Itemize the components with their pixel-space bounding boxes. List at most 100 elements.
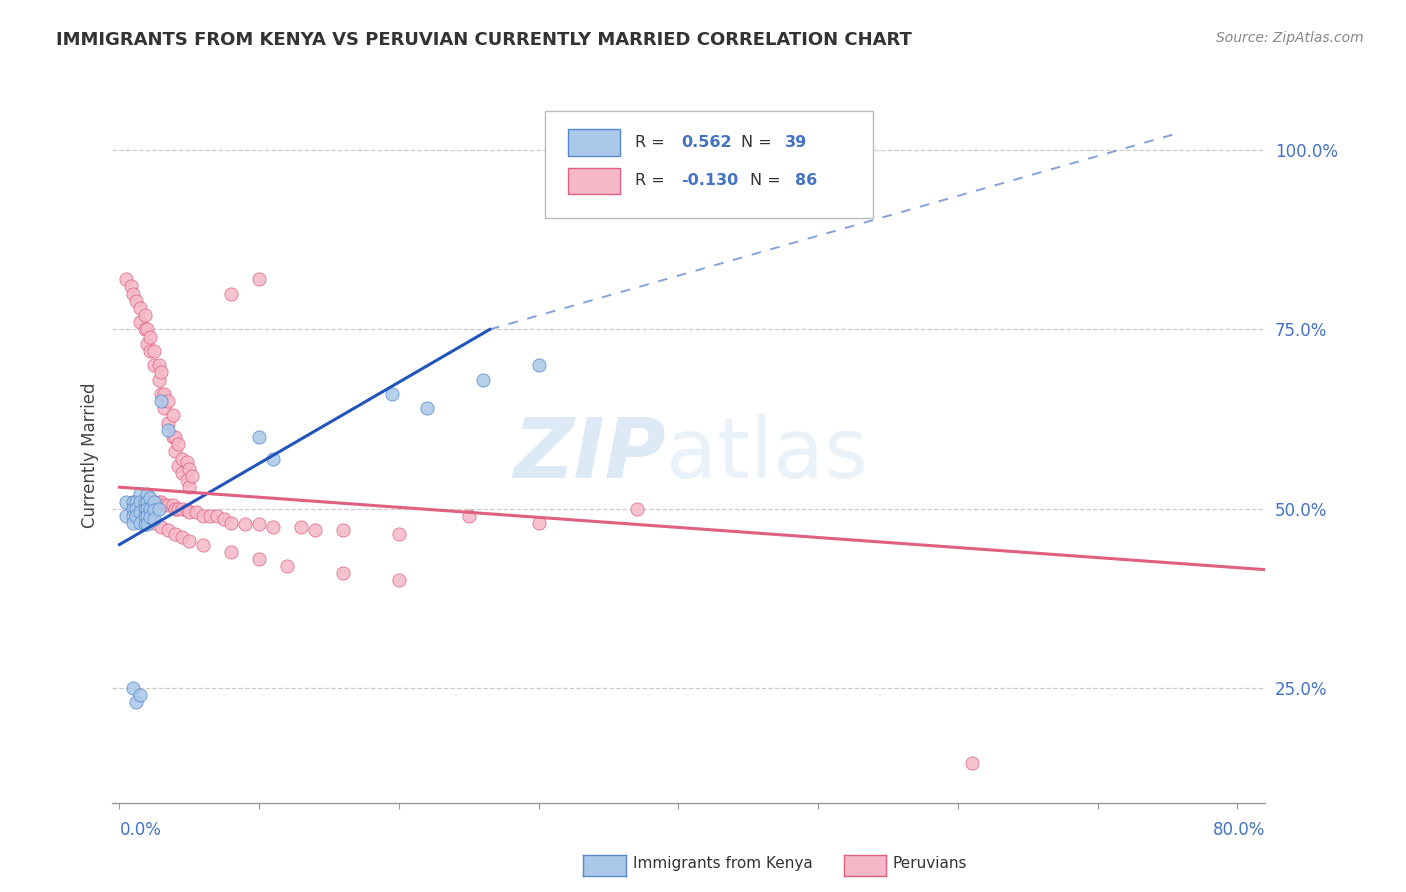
Point xyxy=(148,494,170,508)
Point xyxy=(247,430,270,444)
Point xyxy=(167,458,190,473)
Point xyxy=(172,451,194,466)
Point xyxy=(125,501,148,516)
Point xyxy=(129,516,152,530)
Point xyxy=(527,358,550,372)
Point xyxy=(179,505,201,519)
Point xyxy=(134,494,156,508)
Text: Source: ZipAtlas.com: Source: ZipAtlas.com xyxy=(1216,31,1364,45)
Point xyxy=(162,409,184,423)
Point xyxy=(172,466,194,480)
Point xyxy=(262,451,284,466)
Point xyxy=(129,494,152,508)
Text: N =: N = xyxy=(749,173,786,188)
Point xyxy=(125,494,148,508)
Text: ZIP: ZIP xyxy=(513,415,666,495)
Point xyxy=(304,523,326,537)
Text: atlas: atlas xyxy=(666,415,868,495)
Text: 0.562: 0.562 xyxy=(681,135,731,150)
Point xyxy=(136,487,159,501)
Point xyxy=(143,358,166,372)
Point xyxy=(388,526,411,541)
Point xyxy=(139,494,162,508)
Point xyxy=(122,494,145,508)
Point xyxy=(122,501,145,516)
Point xyxy=(162,498,184,512)
Point xyxy=(143,343,166,358)
Point xyxy=(165,526,187,541)
Point xyxy=(193,508,215,523)
Point xyxy=(139,343,162,358)
Point xyxy=(134,517,156,532)
Point xyxy=(148,358,170,372)
Point xyxy=(233,517,256,532)
Point xyxy=(960,756,983,771)
Point xyxy=(181,469,204,483)
Point xyxy=(157,394,180,409)
Point xyxy=(157,498,180,512)
Point xyxy=(193,538,215,552)
Point xyxy=(179,533,201,548)
Point xyxy=(139,510,162,524)
Point xyxy=(129,301,152,315)
Point xyxy=(157,416,180,430)
Point xyxy=(136,336,159,351)
Y-axis label: Currently Married: Currently Married xyxy=(80,382,98,528)
Text: 39: 39 xyxy=(785,135,807,150)
Point xyxy=(381,387,404,401)
Point xyxy=(247,272,270,286)
Text: 80.0%: 80.0% xyxy=(1213,821,1265,838)
Point xyxy=(120,279,142,293)
Text: R =: R = xyxy=(634,173,669,188)
Point xyxy=(150,394,173,409)
Point xyxy=(219,286,242,301)
Point xyxy=(214,512,236,526)
Point xyxy=(165,430,187,444)
Point xyxy=(125,695,148,709)
Point xyxy=(165,444,187,458)
Point xyxy=(219,516,242,530)
Point xyxy=(207,508,229,523)
Point xyxy=(122,681,145,695)
Point xyxy=(157,423,180,437)
Point xyxy=(115,508,138,523)
Point xyxy=(176,455,198,469)
Point xyxy=(162,430,184,444)
Point xyxy=(172,530,194,544)
Point xyxy=(115,272,138,286)
Point xyxy=(143,494,166,508)
Point xyxy=(143,503,166,517)
Text: IMMIGRANTS FROM KENYA VS PERUVIAN CURRENTLY MARRIED CORRELATION CHART: IMMIGRANTS FROM KENYA VS PERUVIAN CURREN… xyxy=(56,31,912,49)
Point xyxy=(122,286,145,301)
Point xyxy=(129,315,152,329)
Point xyxy=(125,494,148,508)
Point xyxy=(134,508,156,523)
Point xyxy=(247,552,270,566)
Point xyxy=(176,473,198,487)
Point xyxy=(129,494,152,508)
Point xyxy=(247,517,270,532)
FancyBboxPatch shape xyxy=(568,129,620,156)
Point xyxy=(125,508,148,523)
Point xyxy=(153,498,176,512)
Point xyxy=(122,516,145,530)
Point xyxy=(200,508,222,523)
Point xyxy=(150,519,173,533)
Text: -0.130: -0.130 xyxy=(681,173,738,188)
Point xyxy=(134,494,156,508)
Text: N =: N = xyxy=(741,135,776,150)
Text: Peruvians: Peruvians xyxy=(893,856,967,871)
Point xyxy=(139,491,162,505)
Point xyxy=(626,501,648,516)
Point xyxy=(129,487,152,501)
Point xyxy=(153,401,176,416)
Point xyxy=(148,501,170,516)
Point xyxy=(167,437,190,451)
Point xyxy=(172,501,194,516)
Point xyxy=(276,559,298,574)
Point xyxy=(219,545,242,559)
Point xyxy=(122,494,145,508)
Point xyxy=(139,501,162,516)
Point xyxy=(129,505,152,519)
Point xyxy=(143,494,166,508)
